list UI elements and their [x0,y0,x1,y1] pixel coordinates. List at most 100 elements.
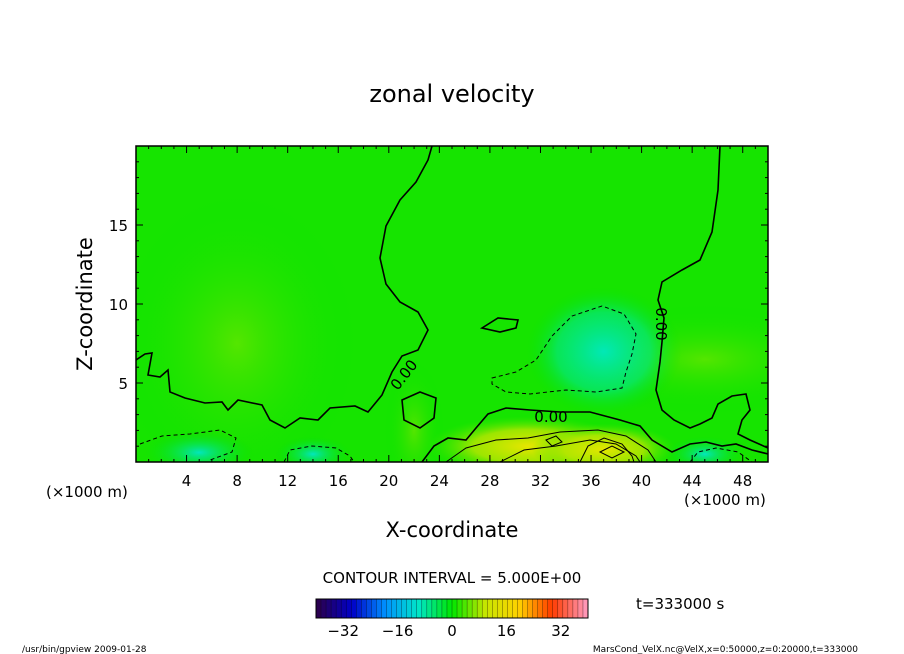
pos-contour-2 [499,439,641,462]
y-tick-label: 10 [109,296,128,314]
colorbar-cell [572,599,579,618]
colorbar-cell [552,599,559,618]
y-axis: 5 10 15 [109,161,768,447]
colorbar-cell [582,599,589,618]
colorbar-cell [482,599,488,618]
colorbar-cell [446,599,453,618]
field-feature [136,193,358,462]
zero-contour-lower [421,407,768,462]
x-tick-label: 44 [683,472,702,490]
x-tick-label: 8 [232,472,242,490]
colorbar-cell [331,599,337,618]
colorbar-cell [376,599,382,618]
colorbar-cell [356,599,362,618]
y-axis-label: Z-coordinate [73,237,97,371]
zero-contour-right [655,146,768,449]
pos-contour-4 [598,445,626,459]
colorbar-frame [315,598,589,619]
colorbar-cell [527,599,533,618]
colorbar-tick-label: 0 [447,622,457,640]
colorbar-cell [562,599,569,618]
colorbar-cell [421,599,428,618]
plot-area [136,146,768,462]
colorbar-cell [472,599,478,618]
colorbar-cell [361,599,367,618]
colorbar-cell [522,599,528,618]
field-feature [144,430,255,462]
colorbar-cell [457,599,463,618]
colorbar-cell [487,599,493,618]
field-feature [525,286,682,417]
x-tick-label: 48 [733,472,752,490]
field-feature [384,360,445,462]
colorbar-tick-label: 32 [551,622,570,640]
time-label: t=333000 s [636,595,724,613]
colorbar-tick-label: 16 [497,622,516,640]
footer-right: MarsCond_VelX.nc@VelX,x=0:50000,z=0:2000… [593,645,858,654]
colorbar-cell [391,599,397,618]
colorbar-cell [517,599,523,618]
colorbar-cell [321,599,327,618]
contour-interval-text: CONTOUR INTERVAL = 5.000E+00 [323,569,582,587]
neg-contour-bottom-mid [283,445,355,462]
x-tick-label: 28 [480,472,499,490]
colorbar-cell [411,599,418,618]
colorbar-cell [426,599,433,618]
colorbar-cell [542,599,549,618]
colorbar-cell [431,599,438,618]
chart-title: zonal velocity [369,80,534,108]
colorbar-cell [492,599,498,618]
colorbar-cell [351,599,357,618]
contour-label-right: 0.00 [652,307,670,340]
colorbar-cell [441,599,448,618]
colorbar-ticks: −32 −16 0 16 32 [327,622,570,640]
colorbar-cell [381,599,387,618]
colorbar [316,599,589,618]
footer-left: /usr/bin/gpview 2009-01-28 [22,645,147,654]
field-feature [664,436,745,462]
colorbar-cell [557,599,564,618]
x-tick-label: 12 [278,472,297,490]
y-tick-label: 5 [118,375,128,393]
colorbar-cell [452,599,458,618]
colorbar-tick-label: −16 [382,622,414,640]
colorbar-cell [341,599,347,618]
x-tick-label: 36 [581,472,600,490]
colorbar-cell [507,599,513,618]
colorbar-cell [371,599,377,618]
pos-contour-5 [545,435,563,447]
colorbar-cell [577,599,584,618]
colorbar-cell [336,599,342,618]
pos-contour-3 [579,437,635,462]
zero-contour-blob-b [401,391,437,429]
x-tick-label: 20 [379,472,398,490]
colorbar-cell [316,599,322,618]
colorbar-cell [416,599,423,618]
contour-label-center: 0.00 [534,408,567,426]
colorbar-cell [547,599,554,618]
x-tick-label: 4 [182,472,192,490]
colorbar-cell [406,599,413,618]
colorbar-cell [532,599,538,618]
field-feature [274,436,351,462]
x-tick-label: 24 [430,472,449,490]
x-axis: 4 8 12 16 20 24 28 32 36 40 44 48 [148,146,756,490]
x-tick-label: 40 [632,472,651,490]
colorbar-cell [502,599,508,618]
colorbar-tick-label: −32 [327,622,359,640]
x-axis-label: X-coordinate [386,518,519,542]
x-tick-label: 32 [531,472,550,490]
x-tick-label: 16 [329,472,348,490]
zero-contour-left [136,146,433,429]
colorbar-cell [436,599,443,618]
colorbar-cell [462,599,468,618]
contour-lines [136,146,768,462]
y-tick-label: 15 [109,217,128,235]
zero-contour-blob-a [479,317,520,333]
colorbar-cell [366,599,372,618]
colorbar-cell [512,599,518,618]
colorbar-cell [396,599,402,618]
colorbar-cell [346,599,352,618]
colorbar-cell [497,599,503,618]
